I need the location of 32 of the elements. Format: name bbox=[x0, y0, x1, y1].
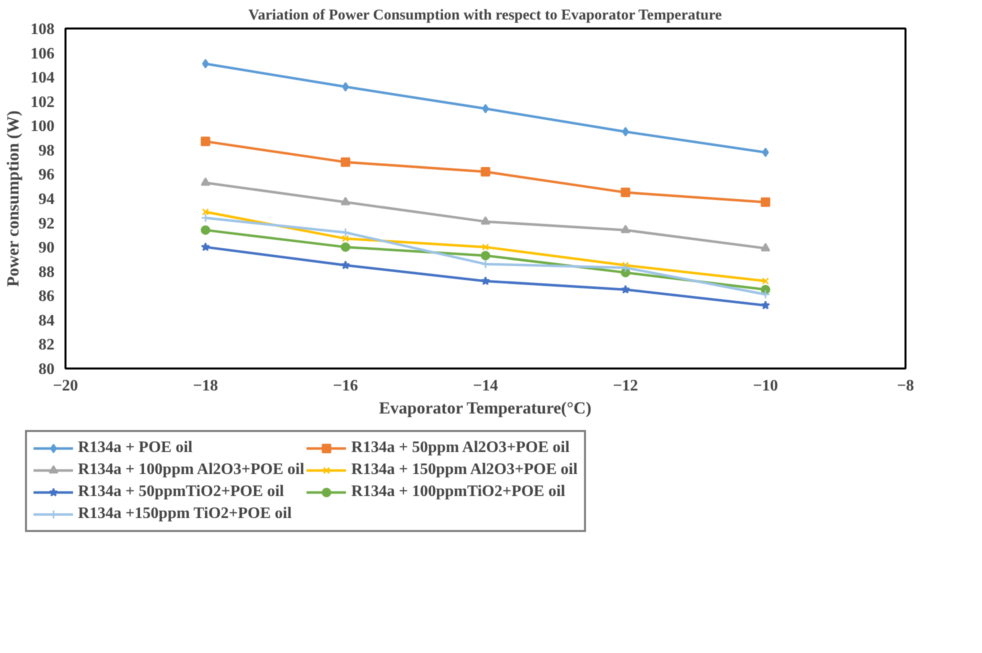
x-tick-label: −18 bbox=[192, 378, 218, 394]
x-axis-title: Evaporator Temperature(°C) bbox=[378, 398, 592, 418]
y-tick-label: 84 bbox=[38, 312, 54, 330]
chart-title: Variation of Power Consumption with respect to Evaporator Temperature bbox=[248, 8, 722, 24]
y-tick-label: 94 bbox=[38, 191, 54, 208]
legend-label: R134a + POE oil bbox=[78, 439, 192, 457]
y-tick-label: 104 bbox=[30, 70, 54, 87]
y-tick-label: 88 bbox=[38, 264, 54, 281]
y-tick-label: 82 bbox=[38, 336, 54, 354]
legend-label: R134a + 100ppm Al2O3+POE oil bbox=[78, 461, 304, 479]
x-tick-label: −20 bbox=[52, 378, 78, 394]
y-tick-label: 86 bbox=[38, 288, 54, 306]
x-tick-label: −12 bbox=[612, 378, 638, 394]
legend-label: R134a +150ppm TiO2+POE oil bbox=[78, 505, 292, 523]
y-tick-label: 98 bbox=[38, 142, 54, 160]
x-tick-label: −14 bbox=[472, 378, 498, 394]
y-tick-label: 80 bbox=[38, 361, 54, 378]
legend-label: R134a + 50ppmTiO2+POE oil bbox=[78, 483, 284, 501]
x-tick-label: −16 bbox=[332, 378, 358, 394]
y-tick-label: 90 bbox=[38, 240, 54, 257]
legend-label: R134a + 150ppm Al2O3+POE oil bbox=[351, 461, 578, 479]
x-tick-label: −10 bbox=[752, 378, 778, 394]
y-tick-label: 100 bbox=[30, 118, 54, 136]
legend-label: R134a + 100ppmTiO2+POE oil bbox=[351, 483, 566, 501]
y-tick-label: 108 bbox=[30, 21, 54, 38]
y-tick-label: 102 bbox=[30, 94, 54, 111]
y-tick-label: 96 bbox=[38, 166, 54, 184]
y-axis-title: Power consumption (W) bbox=[4, 110, 22, 287]
y-tick-label: 106 bbox=[30, 45, 54, 62]
legend-label: R134a + 50ppm Al2O3+POE oil bbox=[351, 439, 570, 457]
y-tick-label: 92 bbox=[38, 215, 54, 232]
x-tick-label: −8 bbox=[896, 378, 914, 394]
